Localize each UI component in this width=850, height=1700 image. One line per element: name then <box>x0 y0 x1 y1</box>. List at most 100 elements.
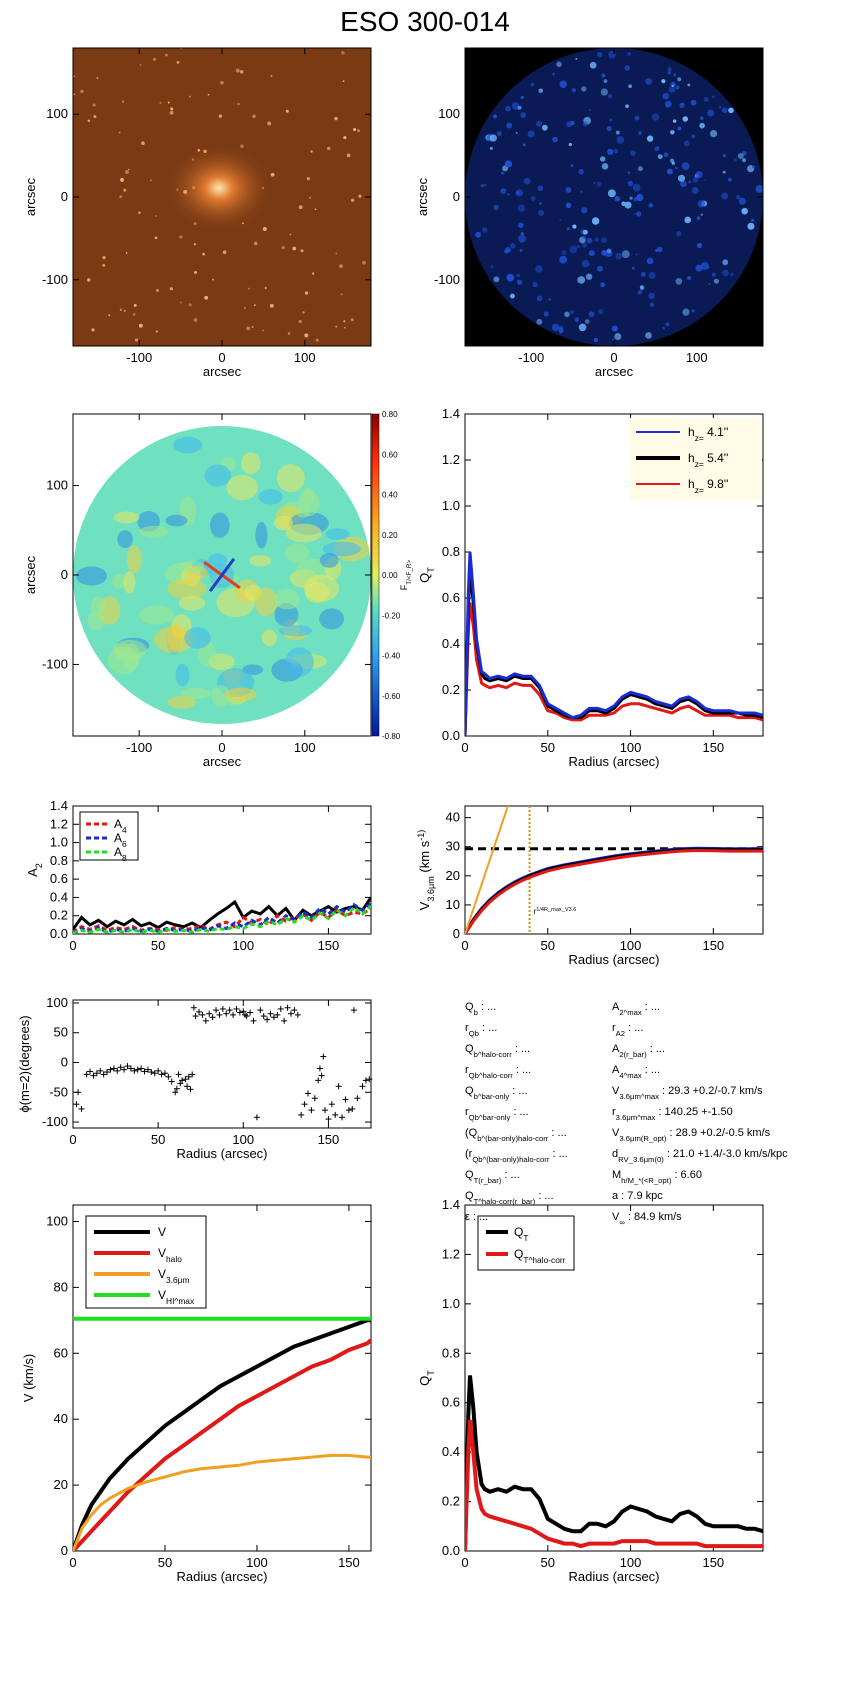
blue-blob <box>517 204 526 212</box>
star-point <box>180 301 183 304</box>
y-axis-label: QT <box>417 1370 436 1386</box>
blue-blob <box>672 72 677 77</box>
blue-blob <box>627 52 632 56</box>
star-point <box>358 194 362 198</box>
y-tick-label: 0.8 <box>442 1345 460 1360</box>
blue-blob <box>493 204 499 211</box>
blue-blob <box>522 143 526 147</box>
blue-blob <box>588 108 592 112</box>
param-right-10: V∞ : 84.9 km/s <box>612 1211 682 1227</box>
star-point <box>203 149 207 154</box>
blue-blob <box>637 166 643 172</box>
blue-blob <box>483 183 487 187</box>
y-axis-label: arcsec <box>23 177 38 216</box>
x-tick-label: 150 <box>702 1555 724 1570</box>
map-patch <box>154 626 194 653</box>
scatter-point <box>168 1078 175 1085</box>
blue-blob <box>506 273 515 282</box>
blue-blob <box>575 320 579 323</box>
blue-blob <box>504 160 513 168</box>
blue-blob <box>606 248 612 254</box>
star-point <box>118 131 121 134</box>
map-patch <box>76 566 107 586</box>
star-point <box>108 314 111 317</box>
blue-blob <box>578 169 584 175</box>
star-point <box>123 309 126 312</box>
blue-blob <box>666 168 673 175</box>
param-left-6: (Qb^(bar-only)halo-corr : ... <box>465 1127 567 1143</box>
y-tick-label: 0 <box>61 567 68 582</box>
plot-area <box>465 1375 763 1551</box>
blue-blob <box>598 309 604 315</box>
scatter-point <box>350 1007 357 1014</box>
blue-blob <box>667 67 672 72</box>
scatter-point <box>185 1073 192 1080</box>
blue-blob <box>606 125 612 132</box>
scatter-point <box>172 1089 179 1096</box>
blue-blob <box>536 295 543 302</box>
x-axis-label: arcsec <box>203 754 242 769</box>
blue-blob <box>648 203 653 208</box>
colorbar-tick-label: 0.20 <box>382 531 398 540</box>
map-patch <box>304 581 330 603</box>
y-tick-label: 50 <box>54 1025 68 1040</box>
star-point <box>93 115 97 119</box>
map-patch <box>285 523 322 543</box>
star-point <box>191 158 195 161</box>
scatter-point <box>213 1007 220 1014</box>
scatter-point <box>328 1101 335 1108</box>
param-left-8: QT(r_bar) : ... <box>465 1169 520 1185</box>
star-point <box>334 116 338 121</box>
y-tick-label: 1.2 <box>50 816 68 831</box>
blue-blob <box>675 85 680 90</box>
blue-blob <box>627 171 631 174</box>
x-tick-label: 100 <box>232 938 254 953</box>
star-point <box>183 189 188 194</box>
blue-blob <box>532 281 538 288</box>
scatter-point <box>349 1105 356 1112</box>
blue-blob <box>607 94 613 99</box>
scatter-point <box>175 1071 182 1078</box>
scatter-point <box>260 1013 267 1020</box>
star-point <box>193 243 196 246</box>
legend-box <box>477 1215 575 1271</box>
star-point <box>340 293 343 296</box>
blue-blob <box>747 222 755 230</box>
blue-blob <box>614 332 622 340</box>
map-patch <box>284 543 310 564</box>
x-tick-label: 100 <box>246 1555 268 1570</box>
scatter-point <box>182 1076 189 1083</box>
scatter-point <box>107 1066 114 1073</box>
param-left-7: (rQb^(bar-only)halo-corr : ... <box>465 1148 568 1164</box>
colorbar-tick-label: 0.40 <box>382 491 398 500</box>
scatter-point <box>110 1065 117 1072</box>
blue-blob <box>684 216 692 224</box>
star-point <box>73 75 75 78</box>
blue-blob <box>675 166 678 170</box>
x-tick-label: 100 <box>294 740 316 755</box>
star-point <box>102 263 106 267</box>
blue-blob <box>624 65 631 71</box>
plot-area <box>465 551 763 736</box>
scatter-point <box>226 1007 233 1014</box>
blue-blob <box>736 195 741 200</box>
blue-blob <box>661 79 666 84</box>
scatter-point <box>216 1011 223 1018</box>
map-patch <box>255 521 268 549</box>
scatter-point <box>240 1008 247 1015</box>
blue-blob <box>571 88 577 93</box>
blue-blob <box>630 150 636 157</box>
blue-blob <box>697 199 706 208</box>
x-tick-label: 50 <box>541 938 555 953</box>
blue-blob <box>750 218 755 223</box>
scatter-point <box>332 1111 339 1118</box>
scatter-point <box>322 1107 329 1114</box>
blue-blob <box>527 130 535 138</box>
blue-blob <box>638 131 642 135</box>
blue-blob <box>489 146 493 150</box>
blue-blob <box>580 190 583 193</box>
star-point <box>253 304 256 307</box>
star-point <box>335 325 338 328</box>
star-point <box>125 252 128 254</box>
star-point <box>194 271 197 274</box>
